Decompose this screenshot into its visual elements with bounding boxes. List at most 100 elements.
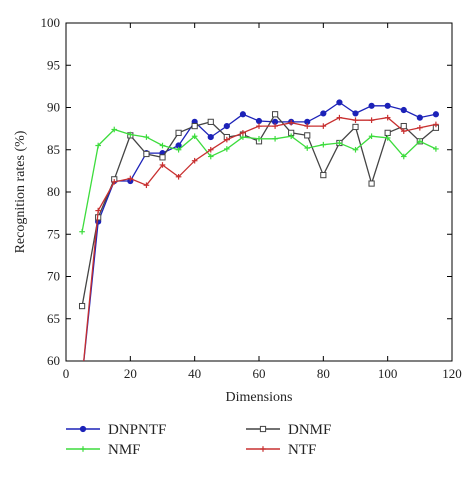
data-point-dnpntf [352, 110, 359, 117]
data-point-dnpntf [400, 106, 407, 114]
data-point-nmf [224, 146, 230, 152]
data-point-dnmf [207, 118, 214, 125]
data-point-nmf [272, 135, 278, 142]
plot-area [65, 22, 453, 362]
y-tick-label: 85 [47, 142, 60, 157]
y-tick-label: 100 [41, 15, 61, 30]
series-nmf [79, 126, 439, 235]
data-point-nmf [352, 146, 359, 153]
y-tick-label: 65 [47, 311, 60, 326]
legend-label-nmf: NMF [108, 442, 141, 458]
data-point-dnpntf [368, 102, 375, 109]
data-point-dnmf [304, 132, 311, 139]
data-point-dnpntf [416, 114, 423, 121]
data-point-ntf [272, 123, 278, 129]
data-point-dnmf [271, 111, 279, 118]
data-point-ntf [304, 123, 311, 129]
data-point-ntf [400, 128, 407, 134]
data-point-nmf [384, 135, 391, 141]
data-point-ntf [127, 175, 134, 182]
x-axis-label: Dimensions [226, 390, 293, 405]
data-point-ntf [320, 123, 327, 129]
data-point-dnmf [175, 129, 182, 136]
data-point-ntf [368, 117, 375, 123]
data-point-nmf [304, 145, 311, 151]
data-point-ntf [79, 375, 85, 381]
data-point-dnmf [78, 302, 86, 310]
data-point-dnpntf [255, 117, 263, 125]
data-point-ntf [175, 173, 182, 180]
data-point-ntf [159, 162, 166, 168]
legend-marker-nmf [80, 446, 86, 452]
legend-marker-dnpntf [79, 425, 87, 433]
legend-label-ntf: NTF [288, 442, 316, 458]
data-point-dnmf [400, 122, 407, 130]
data-point-dnmf [320, 172, 327, 179]
data-point-dnpntf [320, 110, 327, 117]
data-point-ntf [256, 123, 262, 129]
data-point-nmf [417, 138, 423, 145]
data-point-dnmf [143, 150, 150, 158]
data-point-dnpntf [336, 99, 343, 106]
data-point-nmf [288, 133, 294, 140]
data-point-dnmf [191, 122, 198, 130]
data-point-ntf [352, 117, 359, 123]
data-point-ntf [288, 119, 294, 126]
legend-item-dnmf: DNMF [246, 422, 331, 438]
data-point-ntf [240, 130, 246, 136]
data-point-nmf [368, 133, 375, 140]
series-layer [78, 99, 440, 381]
legend-item-dnpntf: DNPNTF [66, 422, 166, 438]
data-point-nmf [336, 140, 343, 146]
data-point-nmf [433, 146, 439, 152]
data-point-nmf [143, 134, 150, 140]
data-point-dnpntf [384, 102, 391, 109]
series-dnpntf [79, 99, 440, 380]
y-axis-ticks: 60 65 70 75 80 85 90 95 100 [41, 15, 452, 368]
data-point-ntf [207, 146, 214, 153]
data-point-nmf [111, 126, 118, 133]
legend-marker-dnmf [259, 425, 267, 433]
y-tick-label: 80 [47, 184, 60, 199]
data-point-nmf [191, 133, 198, 140]
data-point-dnpntf [239, 111, 247, 118]
data-point-dnpntf [432, 111, 440, 118]
legend-item-ntf: NTF [246, 442, 316, 458]
x-tick-label: 20 [124, 366, 137, 381]
data-point-nmf [175, 146, 182, 153]
data-point-nmf [127, 131, 134, 138]
x-tick-label: 100 [378, 366, 398, 381]
y-tick-label: 75 [47, 226, 60, 241]
data-point-ntf [224, 136, 230, 143]
data-point-ntf [417, 124, 423, 131]
y-axis-label: Recognition rates (%) [13, 130, 28, 253]
data-point-dnmf [159, 154, 166, 161]
data-point-dnpntf [223, 122, 230, 130]
data-point-dnmf [352, 123, 359, 131]
data-point-nmf [159, 142, 166, 149]
legend-marker-ntf [260, 446, 266, 452]
legend-label-dnpntf: DNPNTF [108, 422, 166, 438]
data-point-dnpntf [79, 375, 84, 380]
y-tick-label: 90 [47, 100, 60, 115]
x-tick-label: 0 [63, 366, 70, 381]
data-point-nmf [320, 141, 327, 148]
x-tick-label: 40 [188, 366, 201, 381]
x-tick-label: 120 [442, 366, 462, 381]
data-point-dnmf [384, 129, 391, 136]
data-point-ntf [433, 121, 439, 128]
data-point-nmf [256, 135, 262, 142]
data-point-ntf [143, 182, 150, 189]
legend-label-dnmf: DNMF [288, 422, 331, 438]
y-tick-label: 60 [47, 353, 60, 368]
data-point-ntf [336, 114, 343, 121]
legend: DNPNTF DNMF NMF NTF [66, 422, 331, 458]
y-tick-label: 70 [47, 269, 60, 284]
legend-item-nmf: NMF [66, 442, 141, 458]
series-ntf [79, 114, 439, 381]
y-tick-label: 95 [47, 57, 60, 72]
x-tick-label: 80 [317, 366, 330, 381]
x-tick-label: 60 [253, 366, 266, 381]
